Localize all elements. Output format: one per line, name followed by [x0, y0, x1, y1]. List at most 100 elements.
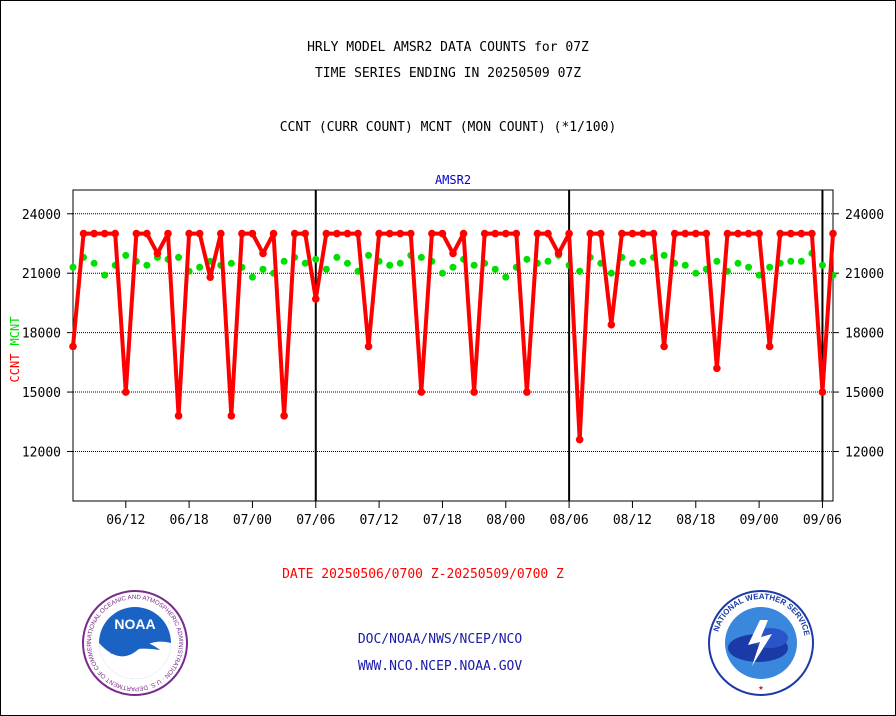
chart-title-line2: TIME SERIES ENDING IN 20250509 07Z [314, 66, 582, 81]
data-point-ccnt [280, 412, 288, 420]
data-point-ccnt [702, 229, 711, 238]
data-point-mcnt [502, 273, 510, 281]
chart: 12000 12000 15000 15000 18000 18000 21000 21000… [8, 173, 884, 582]
data-point-mcnt [333, 253, 341, 261]
data-point-ccnt [649, 229, 658, 238]
data-point-ccnt [755, 229, 763, 238]
data-point-mcnt [417, 253, 425, 261]
x-tick-label: 07/06 [296, 513, 335, 528]
data-point-mcnt [544, 257, 552, 265]
data-point-mcnt [713, 257, 721, 265]
x-tick-label: 07/12 [360, 513, 399, 528]
data-point-ccnt [290, 229, 299, 238]
data-point-mcnt [175, 253, 183, 261]
x-tick-label: 08/12 [613, 513, 652, 528]
data-point-ccnt [301, 229, 310, 238]
data-point-ccnt [79, 229, 88, 238]
data-point-ccnt [206, 273, 215, 281]
data-point-ccnt [143, 229, 151, 238]
nws-logo: NATIONAL WEATHER SERVICE ★ [708, 590, 814, 696]
data-point-ccnt [322, 229, 331, 238]
x-tick-label: 08/18 [676, 513, 715, 528]
data-point-mcnt [449, 263, 457, 271]
data-point-ccnt [333, 229, 341, 238]
x-tick-label: 06/18 [170, 513, 209, 528]
data-point-ccnt [491, 229, 500, 238]
data-point-ccnt [607, 320, 616, 329]
data-point-mcnt [576, 267, 584, 275]
data-point-ccnt [185, 229, 193, 238]
data-point-ccnt [470, 388, 478, 396]
y-tick-label-left: 21000 [22, 267, 61, 282]
data-point-mcnt [607, 269, 615, 277]
data-point-ccnt [765, 342, 774, 351]
x-tick-label: 08/00 [486, 513, 525, 528]
data-point-ccnt [238, 229, 246, 238]
data-point-ccnt [501, 229, 510, 238]
data-point-ccnt [786, 229, 795, 238]
y-tick-label-right: 18000 [845, 327, 884, 342]
data-point-ccnt [554, 249, 563, 258]
data-point-ccnt [691, 229, 700, 238]
data-point-mcnt [365, 251, 373, 259]
data-point-ccnt [808, 229, 816, 238]
data-point-ccnt [90, 229, 98, 238]
data-point-mcnt [745, 263, 753, 271]
data-point-ccnt [818, 388, 827, 396]
data-point-ccnt [248, 229, 257, 238]
data-point-mcnt [818, 261, 826, 269]
data-point-ccnt [639, 229, 647, 238]
y-tick-label-left: 18000 [22, 327, 61, 342]
data-point-mcnt [301, 259, 309, 267]
data-point-ccnt [544, 229, 552, 238]
data-point-mcnt [259, 265, 267, 273]
data-point-ccnt [174, 412, 183, 420]
data-point-ccnt [565, 229, 573, 238]
x-axis-label: DATE 20250506/0700 Z-20250509/0700 Z [282, 567, 564, 582]
data-point-ccnt [259, 249, 267, 258]
data-point-ccnt [586, 229, 595, 238]
data-point-mcnt [322, 265, 330, 273]
data-point-mcnt [386, 261, 394, 269]
data-point-ccnt [533, 229, 542, 238]
data-point-mcnt [101, 271, 109, 279]
data-point-ccnt [385, 229, 394, 238]
data-point-mcnt [787, 257, 795, 265]
x-tick-label: 06/12 [106, 513, 145, 528]
data-point-ccnt [417, 388, 426, 396]
data-point-ccnt [512, 229, 521, 238]
chart-subtitle: CCNT (CURR COUNT) MCNT (MON COUNT) (*1/1… [279, 120, 617, 135]
data-point-ccnt [628, 229, 637, 238]
x-tick-label: 09/06 [803, 513, 842, 528]
data-point-ccnt [523, 388, 531, 396]
data-point-ccnt [797, 229, 806, 238]
data-point-ccnt [428, 229, 436, 238]
data-point-mcnt [523, 255, 531, 263]
data-point-ccnt [776, 229, 785, 238]
noaa-logo: NOAA NATIONAL OCEANIC AND ATMOSPHERIC AD… [82, 590, 188, 696]
data-point-ccnt [670, 229, 679, 238]
data-point-ccnt [734, 229, 742, 238]
data-point-mcnt [470, 261, 478, 269]
data-point-ccnt [681, 229, 690, 238]
y-tick-label-right: 12000 [845, 445, 884, 460]
data-point-mcnt [122, 251, 130, 259]
data-point-mcnt [681, 261, 689, 269]
data-point-ccnt [744, 229, 753, 238]
data-point-ccnt [111, 229, 120, 238]
data-point-mcnt [69, 263, 77, 271]
data-point-ccnt [216, 229, 225, 238]
data-point-mcnt [692, 269, 700, 277]
chart-plot-title: AMSR2 [435, 173, 471, 187]
footer-link[interactable]: WWW.NCO.NCEP.NOAA.GOV [357, 659, 523, 674]
x-tick-label: 09/00 [740, 513, 779, 528]
chart-title-line1: HRLY MODEL AMSR2 DATA COUNTS for 07Z [307, 40, 589, 55]
y-tick-label-left: 24000 [22, 208, 61, 223]
footer-line1: DOC/NOAA/NWS/NCEP/NCO [357, 632, 523, 647]
x-tick-label: 07/00 [233, 513, 272, 528]
data-point-mcnt [143, 261, 151, 269]
data-point-ccnt [153, 249, 162, 258]
data-point-mcnt [280, 257, 288, 265]
data-point-mcnt [797, 257, 805, 265]
